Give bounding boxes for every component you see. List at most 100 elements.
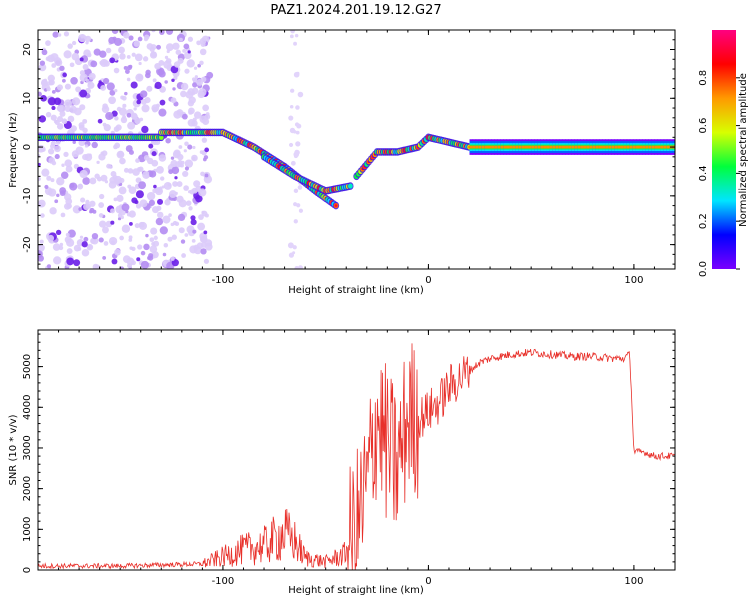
noise-speckle [126,77,131,82]
y-tick-label: 10 [22,92,33,105]
noise-speckle [49,207,57,215]
noise-speckle [93,48,101,56]
noise-speckle [73,107,82,116]
noise-speckle [165,30,174,35]
colorbar-tick-label: 0.6 [698,118,709,134]
noise-speckle [84,144,89,148]
noise-speckle [131,260,136,266]
noise-speckle [144,97,151,104]
noise-speckle [106,82,115,91]
noise-speckle [198,188,207,197]
ridge-cell [334,204,338,207]
x-tick-label: 0 [425,576,431,587]
noise-speckle [204,147,210,153]
noise-speckle [59,65,65,72]
noise-speckle [59,242,64,247]
noise-speckle [183,43,190,50]
noise-speckle [171,234,177,240]
noise-speckle [127,65,132,71]
noise-speckle [38,115,47,123]
noise-speckle [293,130,297,134]
ridge-cell [657,145,662,149]
ridge-cell [608,145,612,149]
noise-speckle [162,252,167,257]
noise-speckle [81,241,88,248]
snr-series [38,343,675,570]
noise-speckle [193,111,202,119]
y-tick-label: 3000 [22,435,33,460]
noise-speckle [182,49,187,53]
ridge-cell [620,145,625,149]
noise-speckle [104,180,109,184]
noise-speckle [206,71,214,79]
ridge-cell [503,145,508,149]
noise-speckle [128,149,134,155]
noise-speckle [54,199,59,204]
noise-speckle [119,53,126,60]
noise-speckle [184,68,190,74]
noise-speckle [135,177,142,184]
noise-speckle [162,215,171,224]
noise-speckle [163,260,167,265]
noise-speckle [108,96,116,105]
noise-speckle [164,55,169,60]
noise-speckle [159,99,166,106]
noise-speckle [178,145,183,149]
noise-speckle [180,160,185,165]
noise-speckle [184,141,189,146]
noise-speckle [199,232,208,241]
ridge-cell [497,145,501,149]
noise-speckle [43,78,47,82]
noise-speckle [150,227,158,235]
ridge-cell [602,145,606,149]
noise-speckle [91,236,99,245]
ridge-cell [488,145,492,149]
noise-speckle [82,153,89,161]
noise-speckle [177,153,184,161]
noise-speckle [69,182,78,191]
noise-speckle [187,144,193,150]
noise-speckle [164,80,168,84]
noise-speckle [165,137,171,144]
noise-speckle [294,150,300,155]
noise-speckle [182,170,189,178]
noise-speckle [114,248,121,256]
noise-speckle [288,252,295,258]
noise-speckle [120,116,128,124]
noise-speckle [87,244,92,250]
noise-speckle [163,242,169,248]
noise-speckle [79,89,88,98]
noise-speckle [136,257,141,262]
noise-speckle [196,40,202,46]
noise-speckle [108,236,118,246]
noise-speckle [151,151,157,157]
ridge-cell [475,145,480,149]
noise-speckle [122,255,131,263]
noise-speckle [180,90,187,98]
noise-speckle [149,170,157,178]
noise-speckle [138,181,147,190]
noise-speckle [80,197,86,203]
ridge-cell [561,145,566,149]
noise-speckle [90,60,98,68]
noise-speckle [45,40,51,46]
x-tick-label: 100 [624,275,643,286]
noise-speckle [105,47,112,54]
noise-speckle [78,183,83,188]
noise-speckle [51,90,56,94]
noise-speckle [192,82,198,88]
noise-speckle [79,235,84,239]
noise-speckle [41,49,48,56]
noise-speckle [78,33,87,43]
noise-speckle [45,111,52,118]
noise-speckle [126,212,131,217]
noise-speckle [202,104,210,112]
noise-speckle [113,126,120,132]
noise-speckle [135,158,140,163]
noise-speckle [184,166,190,171]
noise-speckle [83,236,89,242]
noise-speckle [191,238,196,243]
colorbar-tick-label: 0.2 [698,213,709,229]
noise-speckle [109,89,116,96]
